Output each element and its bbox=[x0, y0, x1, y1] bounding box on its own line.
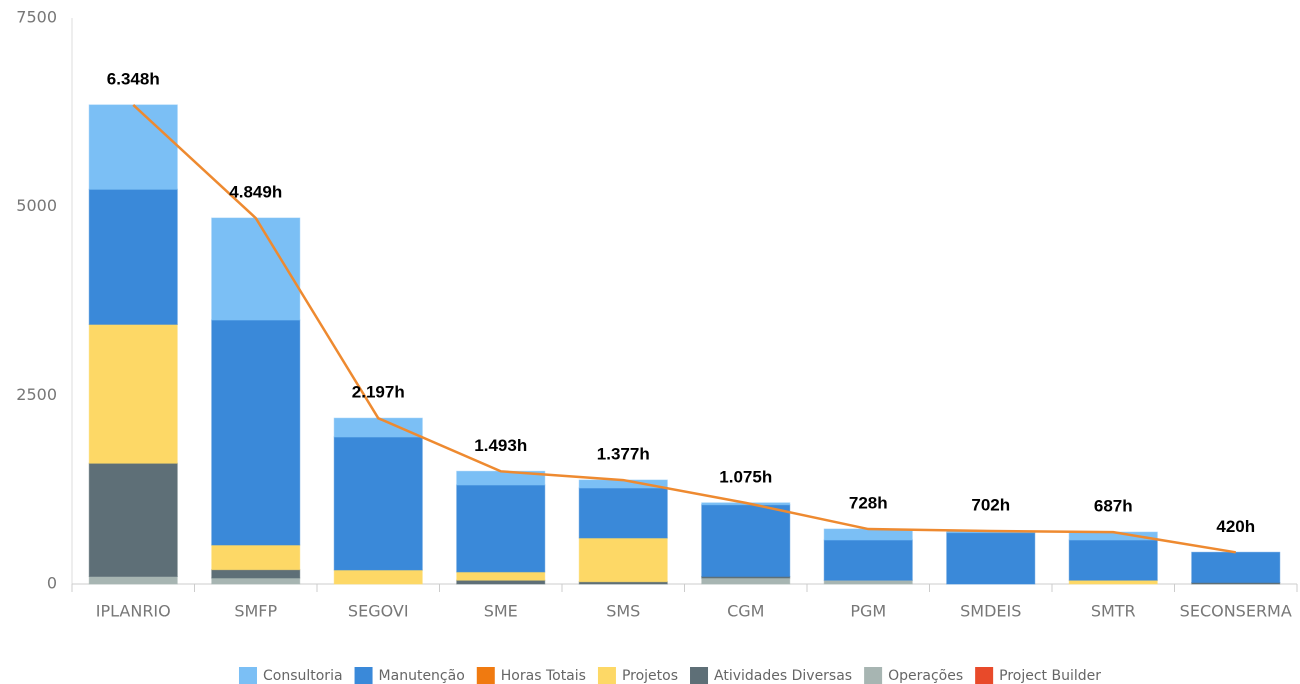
bar-segment bbox=[88, 104, 178, 190]
legend-swatch bbox=[238, 667, 257, 684]
legend-swatch bbox=[354, 667, 373, 684]
data-label: 1.377h bbox=[597, 445, 650, 464]
bar-segment bbox=[211, 569, 301, 579]
bar-segment bbox=[211, 577, 301, 585]
bar-segment bbox=[88, 575, 178, 585]
bar-segment bbox=[456, 484, 546, 573]
data-label: 1.493h bbox=[474, 436, 527, 455]
bar-segment bbox=[1068, 579, 1158, 585]
x-tick-label: SEGOVI bbox=[348, 602, 409, 621]
legend-swatch bbox=[690, 667, 709, 684]
y-tick-label: 2500 bbox=[16, 385, 57, 404]
x-tick-label: SME bbox=[484, 602, 518, 621]
legend-swatch bbox=[476, 667, 495, 684]
data-label: 728h bbox=[849, 494, 888, 513]
bar-segment bbox=[211, 319, 301, 546]
data-label: 687h bbox=[1094, 497, 1133, 516]
x-tick-label: SMDEIS bbox=[960, 602, 1021, 621]
x-tick-label: SMS bbox=[606, 602, 640, 621]
data-label: 702h bbox=[971, 496, 1010, 515]
bar-segment bbox=[456, 579, 546, 585]
bar-segment bbox=[578, 487, 668, 539]
data-label: 6.348h bbox=[107, 69, 160, 88]
bar-segment bbox=[88, 462, 178, 577]
y-tick-label: 0 bbox=[47, 574, 57, 593]
bar-segment bbox=[946, 532, 1036, 585]
bar-segment bbox=[211, 217, 301, 321]
bar-segment bbox=[1191, 551, 1281, 583]
total-line bbox=[132, 104, 1236, 554]
bar-segment bbox=[211, 544, 301, 571]
bar-segment bbox=[333, 436, 423, 571]
bar-segment bbox=[578, 537, 668, 583]
legend-swatch bbox=[597, 667, 616, 684]
x-tick-label: SECONSERMA bbox=[1180, 602, 1292, 621]
bar-segment bbox=[701, 504, 791, 577]
bar-segment bbox=[333, 417, 423, 438]
legend-label: Horas Totais bbox=[501, 668, 586, 684]
bar-segment bbox=[701, 577, 791, 585]
legend-label: Atividades Diversas bbox=[714, 668, 852, 684]
bar-segment bbox=[88, 323, 178, 464]
legend-swatch bbox=[864, 667, 883, 684]
legend-label: Projetos bbox=[622, 668, 678, 684]
data-label: 4.849h bbox=[229, 183, 282, 202]
bar-segment bbox=[823, 579, 913, 585]
x-tick-label: SMFP bbox=[234, 602, 277, 621]
x-tick-label: SMTR bbox=[1091, 602, 1136, 621]
legend-swatch bbox=[975, 667, 994, 684]
legend-label: Project Builder bbox=[999, 668, 1101, 684]
bar-segment bbox=[456, 571, 546, 581]
data-label: 2.197h bbox=[352, 383, 405, 402]
data-label: 420h bbox=[1216, 517, 1255, 536]
x-tick-label: CGM bbox=[727, 602, 764, 621]
data-label: 1.075h bbox=[719, 467, 772, 486]
legend-label: Consultoria bbox=[263, 668, 343, 684]
x-tick-label: PGM bbox=[850, 602, 886, 621]
legend-label: Operações bbox=[888, 668, 963, 684]
bar-segment bbox=[1068, 539, 1158, 581]
bar-segment bbox=[333, 569, 423, 585]
x-tick-label: IPLANRIO bbox=[96, 602, 171, 621]
y-tick-label: 7500 bbox=[16, 8, 57, 27]
bar-segment bbox=[88, 188, 178, 325]
bar-segment bbox=[823, 539, 913, 581]
legend-label: Manutenção bbox=[379, 668, 465, 684]
y-tick-label: 5000 bbox=[16, 196, 57, 215]
